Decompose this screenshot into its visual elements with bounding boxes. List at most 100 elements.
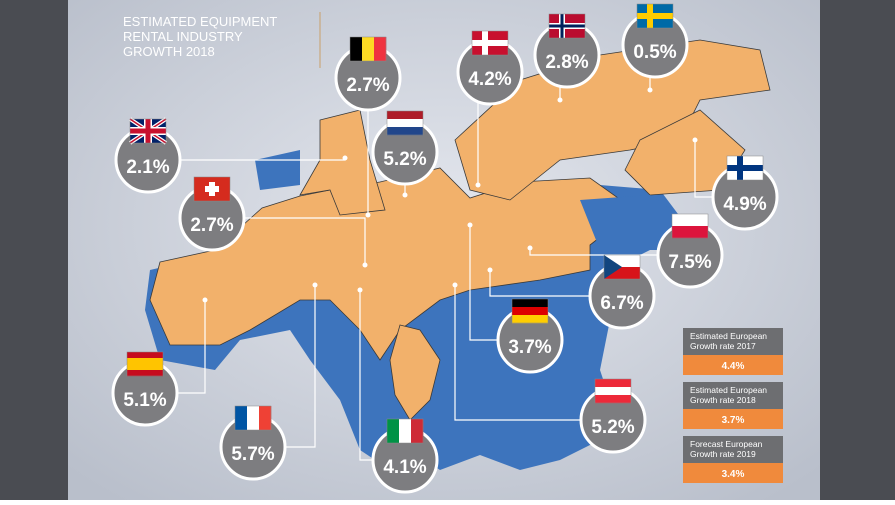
flag-stripe: [247, 406, 260, 430]
marker-value: 5.1%: [123, 390, 166, 411]
summary-label: Forecast European: [690, 439, 763, 449]
flag-border: [126, 351, 164, 377]
marker-value: 2.8%: [545, 52, 588, 73]
summary-label: Growth rate 2017: [690, 341, 756, 351]
leader-dot: [362, 262, 368, 268]
leader-dot: [557, 97, 563, 103]
flag-cross: [482, 31, 488, 55]
flag-border: [234, 405, 272, 431]
title-line: GROWTH 2018: [123, 44, 215, 59]
flag-triangle: [604, 255, 622, 279]
flag-cross: [637, 13, 673, 19]
flag-stripe: [512, 315, 548, 324]
summary-value-bg: [683, 355, 783, 375]
leader-dot: [692, 137, 698, 143]
flag-stripe: [127, 352, 163, 359]
leader-line: [489, 270, 622, 297]
flag-stripe: [127, 358, 163, 365]
flag-border: [129, 118, 167, 144]
flag-stripe: [512, 307, 548, 316]
flag-stripe: [399, 419, 412, 443]
title-line: ESTIMATED EQUIPMENT: [123, 14, 277, 29]
flag-border: [636, 3, 674, 29]
marker-value: 3.7%: [508, 337, 551, 358]
leader-dot: [487, 267, 493, 273]
country-marker: 2.7%: [178, 176, 246, 252]
flag-stripe: [387, 419, 400, 443]
leader-line: [454, 285, 613, 421]
summary-label: Estimated European: [690, 331, 767, 341]
flag-stripe: [672, 226, 708, 239]
leader-dot: [527, 245, 533, 251]
summary-label: Growth rate 2019: [690, 449, 756, 459]
flag-stripe: [595, 379, 631, 388]
country-marker: 3.7%: [496, 298, 564, 374]
marker-value: 4.9%: [723, 194, 766, 215]
summary-value-bg: [683, 463, 783, 483]
flag-cross: [737, 156, 743, 180]
leader-dot: [202, 297, 208, 303]
leader-dot: [647, 87, 653, 93]
marker-value: 7.5%: [668, 252, 711, 273]
leader-dot: [452, 282, 458, 288]
flag-border: [603, 254, 641, 280]
summary-value: 3.7%: [722, 415, 745, 426]
flag-stripe: [672, 214, 708, 227]
summary-header: [683, 436, 783, 463]
flag-border: [594, 378, 632, 404]
map-italy: [389, 324, 441, 421]
marker-value: 6.7%: [600, 293, 643, 314]
marker-value: 4.1%: [383, 457, 426, 478]
flag-border: [349, 36, 387, 62]
title-line: RENTAL INDUSTRY: [123, 29, 243, 44]
country-marker: 0.5%: [621, 3, 689, 79]
leader-line: [212, 217, 366, 265]
summary-value-bg: [683, 409, 783, 429]
flag-cross: [145, 119, 151, 143]
flag-border: [548, 13, 586, 39]
flag-stripe: [259, 406, 272, 430]
country-marker: 5.2%: [371, 110, 439, 186]
summary-label: Estimated European: [690, 385, 767, 395]
country-marker: 5.1%: [111, 351, 179, 427]
flag-border: [386, 418, 424, 444]
marker-value: 0.5%: [633, 42, 676, 63]
country-marker: 2.7%: [334, 36, 402, 112]
country-marker: 4.2%: [456, 30, 524, 106]
flag-border: [471, 30, 509, 56]
summary-value: 4.4%: [722, 361, 745, 372]
map: [145, 39, 771, 470]
flag-border: [671, 213, 709, 239]
flag-stripe: [362, 37, 375, 61]
flag-stripe: [595, 387, 631, 396]
summary-label: Growth rate 2018: [690, 395, 756, 405]
flag-stripe: [374, 37, 387, 61]
flag-cross: [647, 4, 653, 28]
flag-stripe: [512, 299, 548, 308]
flag-stripe: [411, 419, 424, 443]
marker-value: 2.7%: [190, 215, 233, 236]
flag-border: [386, 110, 424, 136]
country-marker: 5.2%: [579, 378, 647, 454]
marker-value: 2.1%: [126, 157, 169, 178]
flag-stripe: [595, 395, 631, 404]
flag-stripe: [387, 111, 423, 120]
leader-dot: [475, 182, 481, 188]
flag-stripe: [387, 119, 423, 128]
flag-stripe: [127, 370, 163, 377]
marker-value: 2.7%: [346, 75, 389, 96]
flag-stripe: [387, 127, 423, 136]
flag-cross: [560, 14, 564, 38]
country-marker: 7.5%: [656, 213, 724, 289]
flag-cross: [727, 165, 763, 171]
flag-stripe: [235, 406, 248, 430]
leader-dot: [357, 287, 363, 293]
flag-border: [726, 155, 764, 181]
flag-cross: [205, 186, 219, 192]
flag-border: [511, 298, 549, 324]
country-marker: 4.9%: [711, 155, 779, 231]
country-marker: 6.7%: [588, 254, 656, 330]
